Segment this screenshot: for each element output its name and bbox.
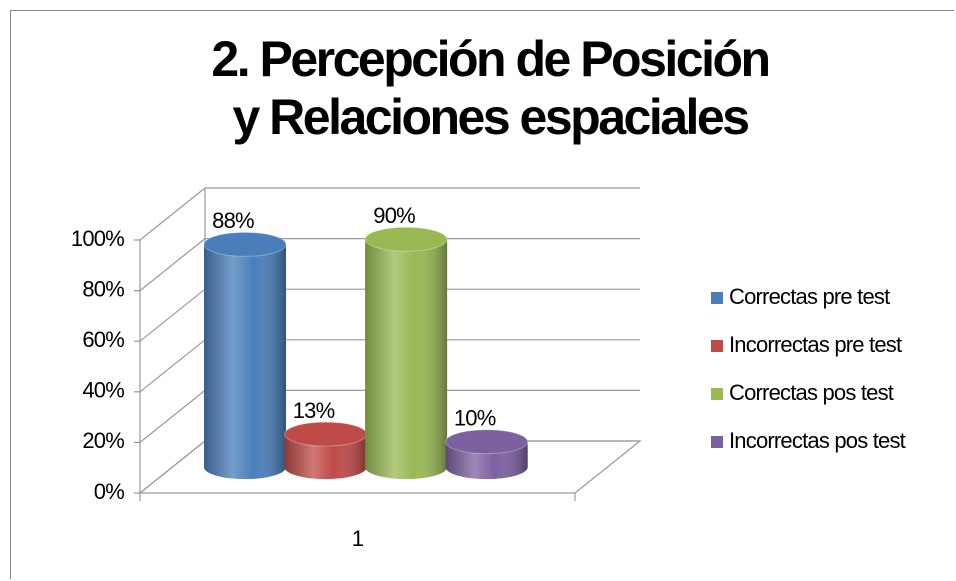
y-tick-label: 0% — [94, 479, 124, 504]
legend-swatch — [711, 340, 723, 352]
legend-label: Incorrectas pre test — [729, 332, 902, 357]
data-label: 88% — [212, 208, 254, 233]
legend-label: Correctas pos test — [729, 380, 894, 405]
legend-swatch — [711, 292, 723, 304]
bar-top — [284, 421, 368, 447]
legend-swatch — [711, 388, 723, 400]
grid-line — [139, 187, 640, 241]
chart-frame — [10, 10, 954, 579]
y-tick-label: 80% — [82, 276, 124, 301]
legend-label: Incorrectas pos test — [729, 428, 906, 453]
y-tick-label: 60% — [82, 327, 124, 352]
y-tick-label: 20% — [82, 428, 124, 453]
bar-top — [364, 226, 448, 252]
chart-title: 2. Percepción de Posición y Relaciones e… — [211, 31, 771, 145]
bar-shade — [365, 239, 448, 479]
grid-line — [139, 238, 640, 292]
bar-shade — [284, 434, 367, 479]
y-tick-label: 100% — [71, 226, 124, 251]
bar-shade — [204, 244, 286, 479]
data-label: 13% — [293, 398, 335, 423]
legend-swatch — [711, 436, 723, 448]
bar-top — [445, 429, 529, 455]
y-tick-label: 40% — [82, 378, 124, 403]
data-label: 10% — [454, 406, 496, 431]
data-label: 90% — [373, 203, 415, 228]
x-tick-label: 1 — [352, 526, 364, 551]
legend-label: Correctas pre test — [729, 284, 890, 309]
bar-top — [203, 231, 287, 257]
